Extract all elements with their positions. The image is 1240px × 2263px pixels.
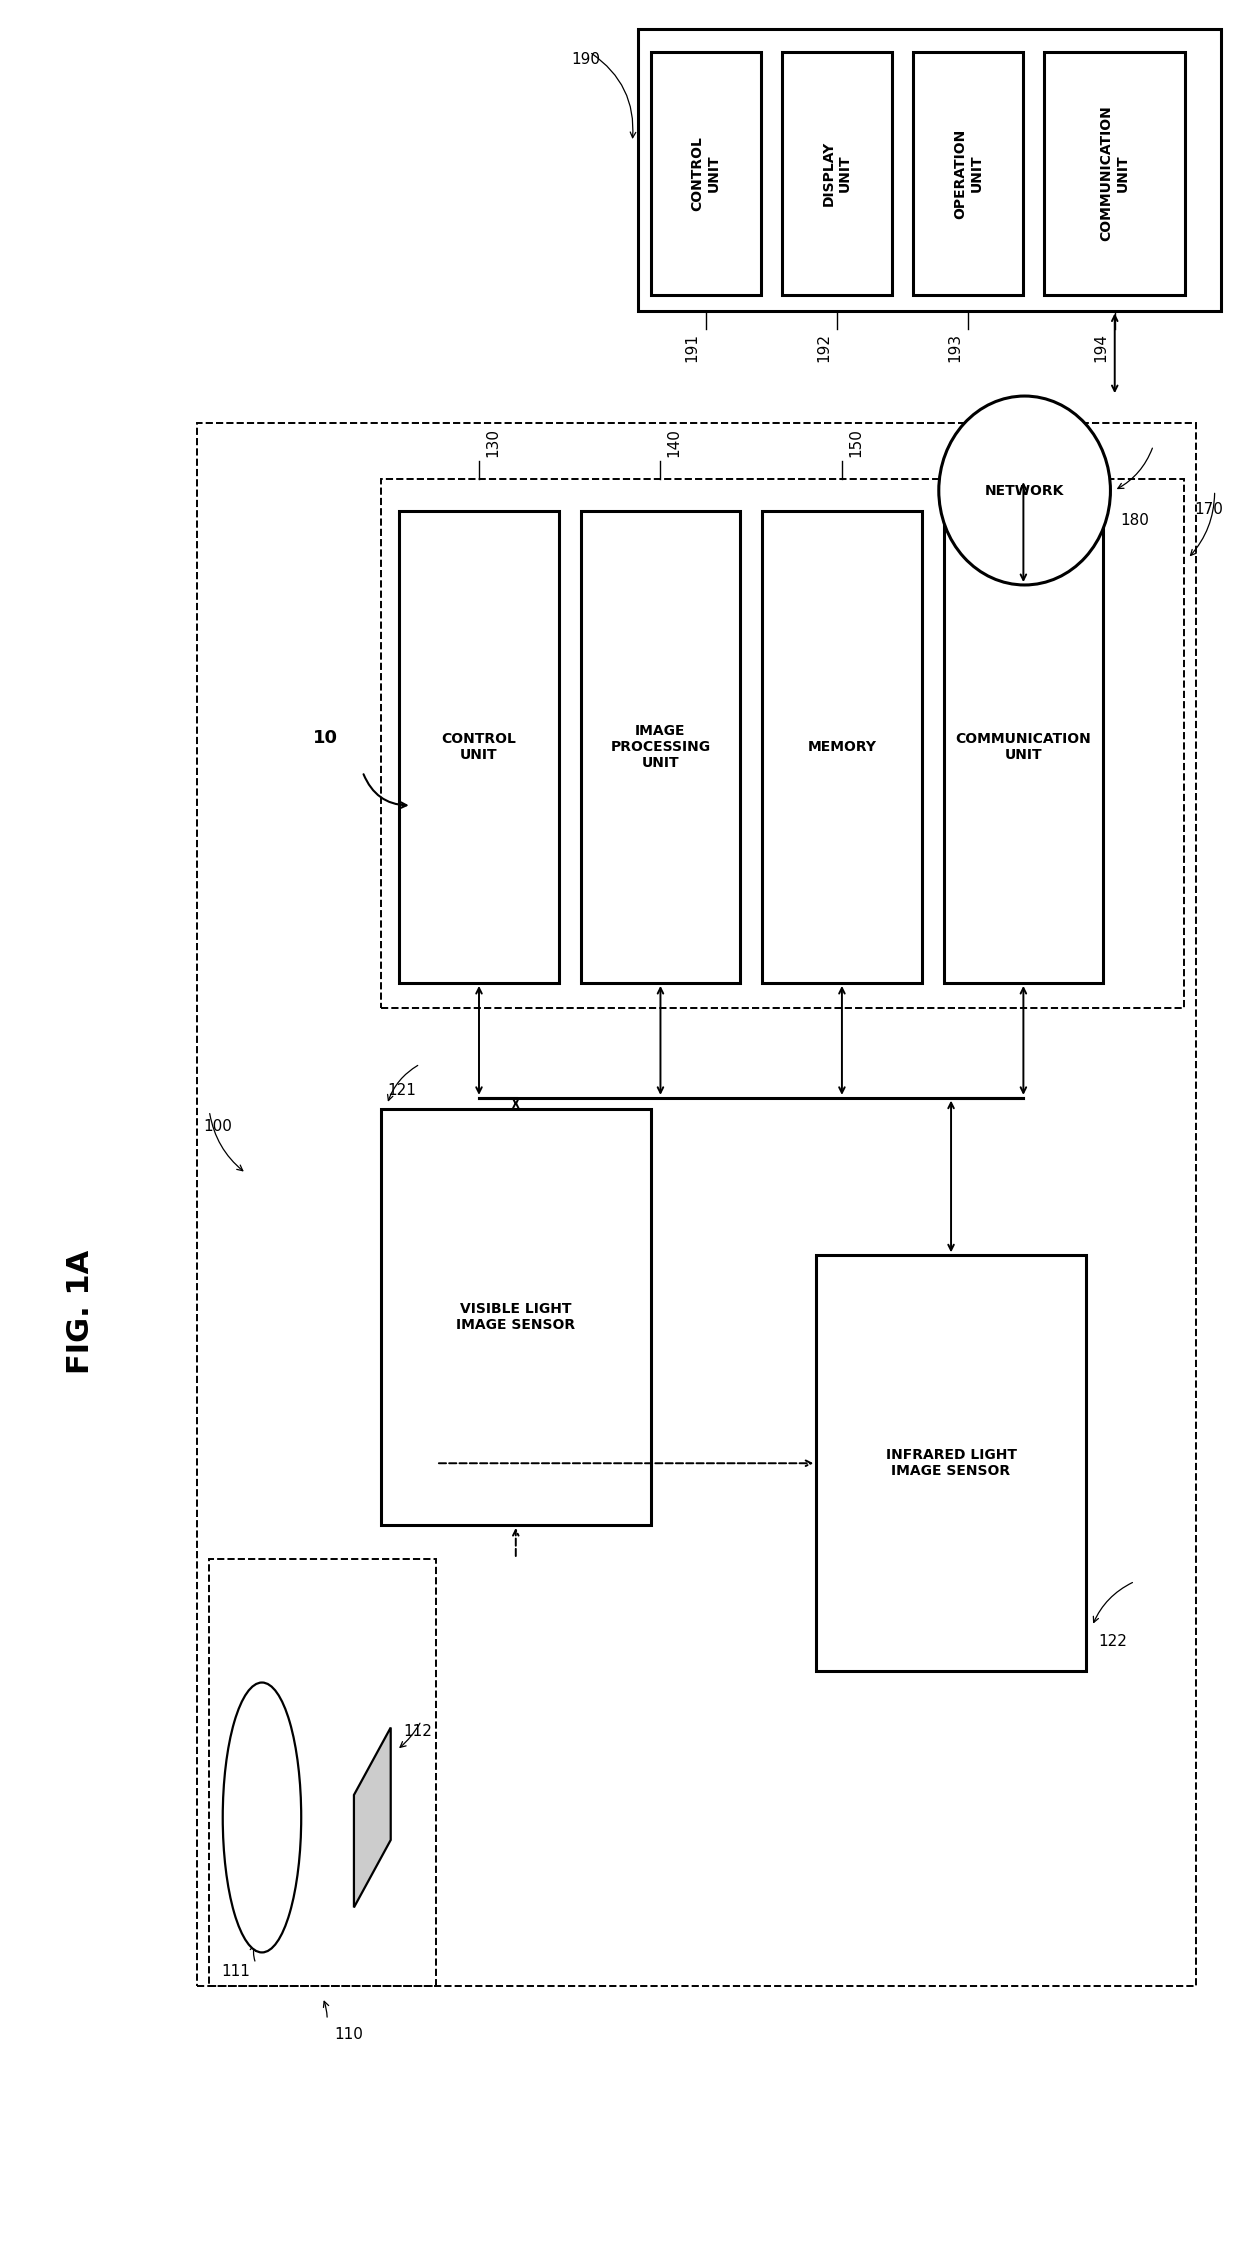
Text: CONTROL
UNIT: CONTROL UNIT bbox=[441, 731, 516, 763]
FancyBboxPatch shape bbox=[580, 511, 740, 982]
Text: 122: 122 bbox=[1099, 1634, 1127, 1650]
Text: DISPLAY
UNIT: DISPLAY UNIT bbox=[822, 140, 852, 206]
FancyBboxPatch shape bbox=[913, 52, 1023, 294]
Text: 194: 194 bbox=[1094, 333, 1109, 362]
Polygon shape bbox=[353, 1727, 391, 1908]
Text: 140: 140 bbox=[667, 428, 682, 457]
FancyBboxPatch shape bbox=[763, 511, 921, 982]
Text: COMMUNICATION
UNIT: COMMUNICATION UNIT bbox=[956, 731, 1091, 763]
FancyBboxPatch shape bbox=[651, 52, 761, 294]
Text: 110: 110 bbox=[334, 2028, 363, 2041]
Text: VISIBLE LIGHT
IMAGE SENSOR: VISIBLE LIGHT IMAGE SENSOR bbox=[456, 1301, 575, 1333]
Text: 193: 193 bbox=[947, 333, 962, 362]
Text: IMAGE
PROCESSING
UNIT: IMAGE PROCESSING UNIT bbox=[610, 724, 711, 769]
Text: NETWORK: NETWORK bbox=[985, 484, 1064, 498]
Text: CONTROL
UNIT: CONTROL UNIT bbox=[691, 136, 720, 210]
FancyBboxPatch shape bbox=[944, 511, 1104, 982]
FancyBboxPatch shape bbox=[381, 1109, 651, 1525]
FancyBboxPatch shape bbox=[399, 511, 559, 982]
FancyBboxPatch shape bbox=[639, 29, 1221, 310]
Ellipse shape bbox=[939, 396, 1111, 584]
Text: 191: 191 bbox=[684, 333, 699, 362]
Text: 112: 112 bbox=[403, 1724, 432, 1738]
Text: FIG. 1A: FIG. 1A bbox=[66, 1249, 95, 1374]
Ellipse shape bbox=[223, 1681, 301, 1953]
Text: 121: 121 bbox=[387, 1082, 415, 1098]
FancyBboxPatch shape bbox=[816, 1256, 1086, 1672]
Text: 130: 130 bbox=[485, 428, 500, 457]
Text: COMMUNICATION
UNIT: COMMUNICATION UNIT bbox=[1100, 106, 1130, 242]
FancyBboxPatch shape bbox=[782, 52, 893, 294]
Text: MEMORY: MEMORY bbox=[807, 740, 877, 754]
Text: 150: 150 bbox=[848, 428, 863, 457]
Text: OPERATION
UNIT: OPERATION UNIT bbox=[954, 129, 983, 220]
Text: 192: 192 bbox=[816, 333, 831, 362]
Text: 170: 170 bbox=[1194, 502, 1223, 516]
Text: 180: 180 bbox=[1120, 514, 1149, 527]
Text: 190: 190 bbox=[570, 52, 600, 68]
Text: 10: 10 bbox=[314, 729, 339, 747]
Text: INFRARED LIGHT
IMAGE SENSOR: INFRARED LIGHT IMAGE SENSOR bbox=[885, 1448, 1017, 1478]
Text: 100: 100 bbox=[203, 1118, 232, 1134]
FancyBboxPatch shape bbox=[1044, 52, 1185, 294]
Text: 111: 111 bbox=[221, 1964, 249, 1978]
